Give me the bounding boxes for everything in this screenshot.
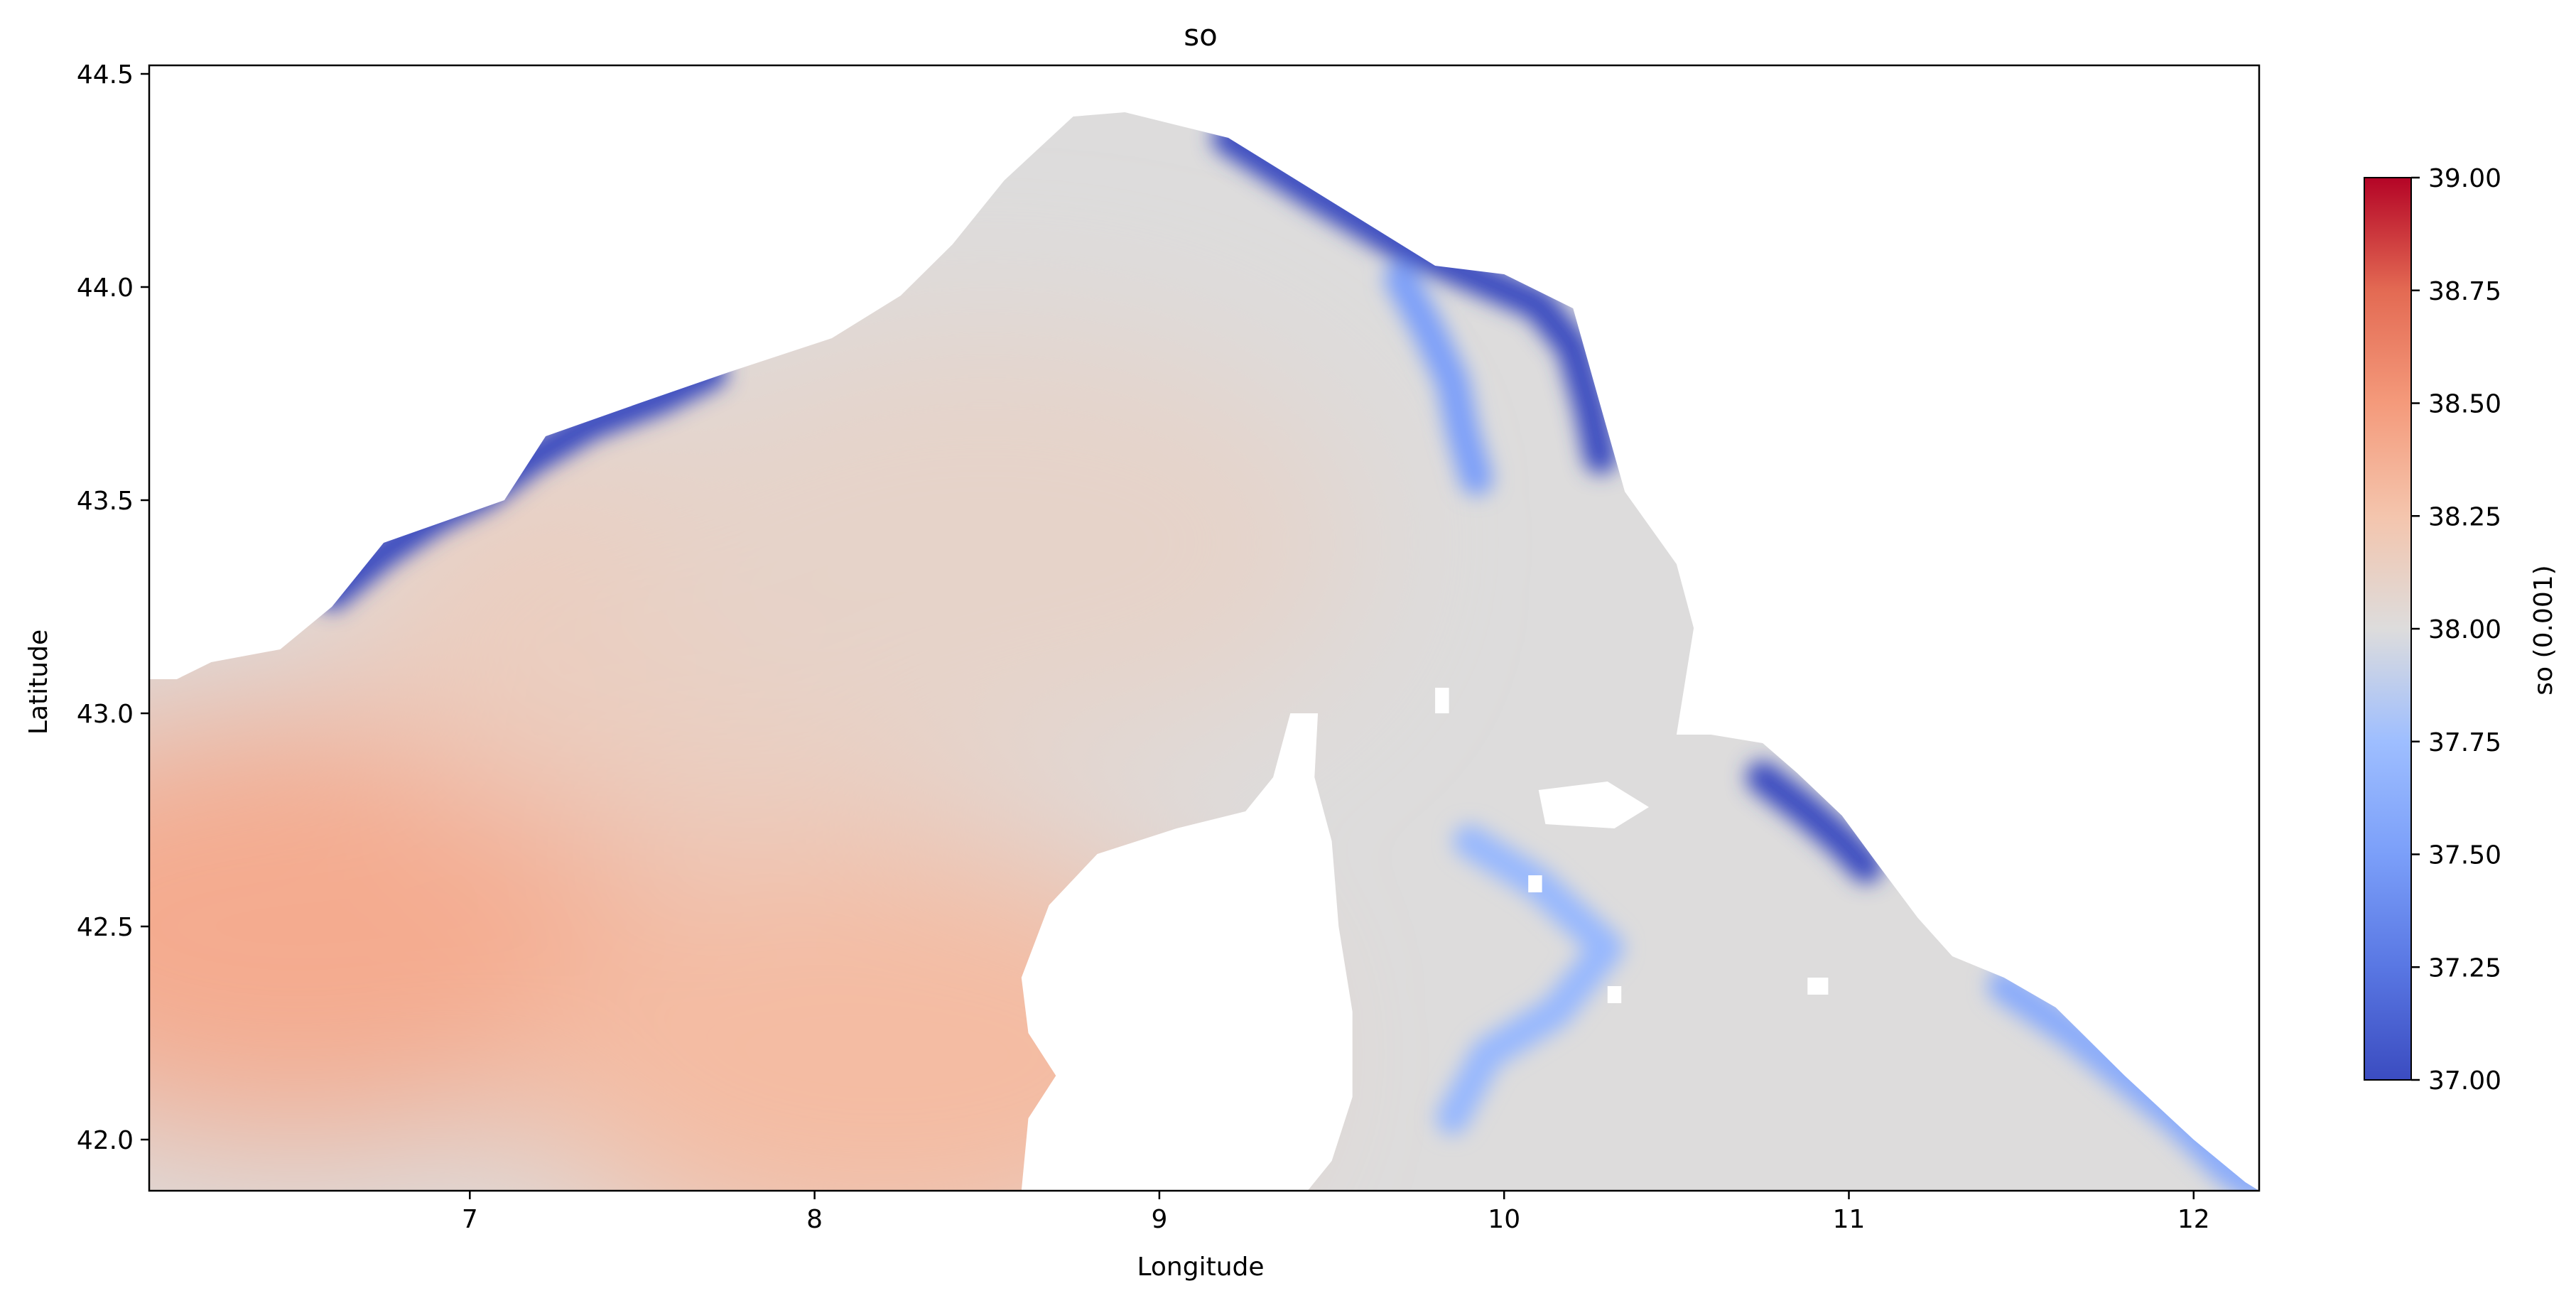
colorbar-tick-label: 37.25 (2428, 953, 2501, 983)
x-tick-label: 11 (1833, 1205, 1866, 1234)
colorbar-tick-label: 38.25 (2428, 502, 2501, 531)
high-salinity-blobs (149, 330, 1357, 1191)
land-mask-capraia (1435, 688, 1449, 713)
y-axis: 42.0 42.5 43.0 43.5 44.0 44.5 (77, 60, 149, 1155)
y-tick-label: 43.5 (77, 487, 134, 516)
x-tick-label: 7 (462, 1205, 478, 1234)
y-tick-label: 42.0 (77, 1126, 134, 1155)
colorbar-tick-label: 37.75 (2428, 728, 2501, 757)
land-mask-pianosa (1528, 875, 1542, 892)
x-axis: 7 8 9 10 11 12 (462, 1191, 2210, 1234)
salinity-field-layer (149, 121, 2259, 1191)
y-tick-label: 42.5 (77, 913, 134, 942)
salinity-region-north-ligurian-patch (617, 330, 1357, 756)
x-tick-label: 12 (2177, 1205, 2210, 1234)
y-tick-label: 43.0 (77, 700, 134, 729)
x-tick-label: 8 (806, 1205, 823, 1234)
salinity-band-tuscan-coast-plume (1384, 262, 1493, 495)
land-mask-northern-land (149, 65, 2259, 1191)
x-tick-label: 9 (1151, 1205, 1167, 1234)
x-tick-label: 10 (1488, 1205, 1520, 1234)
colorbar-tick-label: 37.50 (2428, 841, 2501, 870)
salinity-band-ligurian-east-coast (1212, 121, 1618, 474)
land-mask-giglio (1807, 978, 1829, 995)
colorbar: 37.00 37.25 37.50 37.75 38.00 38.25 38.50 38.75… (2364, 164, 2558, 1096)
colorbar-bar (2364, 177, 2412, 1081)
y-tick-label: 44.5 (77, 60, 134, 90)
plot-area (149, 65, 2259, 1191)
y-axis-label: Latitude (24, 629, 53, 735)
plot-frame (148, 64, 2261, 1192)
colorbar-ticks: 37.00 37.25 37.50 37.75 38.00 38.25 38.50 38.75… (2411, 164, 2501, 1096)
colorbar-tick-label: 39.00 (2428, 164, 2501, 193)
salinity-band-tiber-mouth (1746, 761, 1883, 883)
land-mask-montecristo (1607, 986, 1622, 1003)
chart-title: so (1184, 18, 1218, 53)
y-tick-label: 44.0 (77, 274, 134, 303)
x-axis-label: Longitude (1137, 1253, 1264, 1282)
colorbar-label: so (0.001) (2529, 565, 2558, 695)
colorbar-tick-label: 37.00 (2428, 1066, 2501, 1096)
colorbar-tick-label: 38.50 (2428, 390, 2501, 419)
salinity-band-tyrrhenian-eddy (1436, 825, 1624, 1135)
colorbar-tick-label: 38.75 (2428, 277, 2501, 306)
land-mask-layer (149, 65, 2259, 1191)
colorbar-tick-label: 38.00 (2428, 615, 2501, 644)
land-mask-elba (1538, 782, 1649, 828)
land-mask-corsica (1021, 713, 1353, 1191)
